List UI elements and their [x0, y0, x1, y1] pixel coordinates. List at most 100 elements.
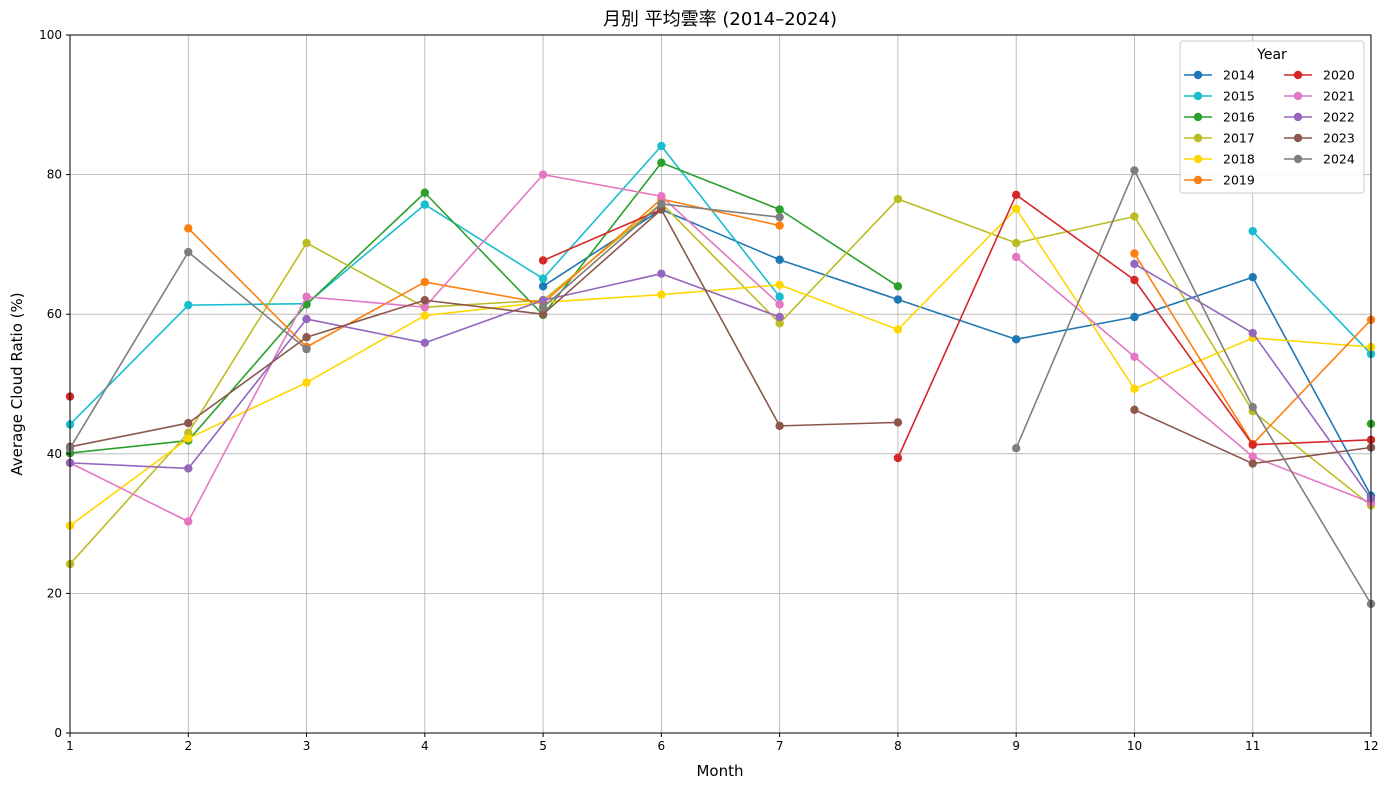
- series-line-2015: [1252, 230, 1372, 355]
- data-point-2022-m6: [657, 269, 666, 278]
- data-point-2023-m3: [302, 333, 311, 342]
- y-tick-label: 60: [47, 307, 62, 321]
- legend-swatch-marker: [1193, 154, 1203, 164]
- y-tick-label: 40: [47, 447, 62, 461]
- legend-entry-2016: 2016: [1184, 110, 1255, 125]
- data-point-2016-m4: [420, 188, 430, 197]
- legend-entry-2015: 2015: [1184, 89, 1255, 104]
- data-point-2021-m10: [1130, 352, 1139, 361]
- data-point-2018-m2: [184, 434, 193, 443]
- legend-entry-2024: 2024: [1284, 152, 1355, 167]
- legend-entry-2023: 2023: [1284, 131, 1355, 146]
- data-point-2015-m2: [184, 300, 193, 310]
- data-point-2024-m5: [538, 303, 548, 312]
- series-2024: [65, 166, 1376, 609]
- legend-title: Year: [1256, 47, 1287, 63]
- data-point-2017-m9: [1011, 238, 1021, 248]
- series-layer: [65, 141, 1376, 609]
- series-line-2023: [69, 208, 898, 448]
- x-tick-label: 3: [303, 739, 311, 753]
- x-tick-label: 4: [421, 739, 429, 753]
- data-point-2023-m5: [538, 310, 548, 319]
- data-point-2022-m2: [184, 464, 193, 473]
- chart-title: 月別 平均雲率 (2014–2024): [603, 9, 837, 30]
- data-point-2024-m11: [1248, 402, 1257, 412]
- data-point-2020-m11: [1248, 440, 1257, 449]
- legend-swatch-marker: [1293, 112, 1303, 122]
- legend-label: 2020: [1323, 68, 1355, 83]
- legend-swatch-marker: [1293, 154, 1303, 164]
- series-line-2017: [69, 198, 1372, 565]
- x-tick-label: 11: [1245, 739, 1260, 753]
- data-point-2022-m4: [420, 338, 430, 348]
- data-point-2023-m7: [775, 421, 784, 431]
- data-point-2014-m11: [1248, 273, 1257, 282]
- data-point-2021-m5: [538, 170, 548, 179]
- legend-swatch-marker: [1293, 91, 1303, 101]
- data-point-2024-m2: [184, 247, 193, 257]
- legend-label: 2017: [1223, 131, 1255, 146]
- data-point-2021-m6: [657, 192, 666, 201]
- legend-swatch-marker: [1193, 175, 1203, 185]
- y-tick-label: 20: [47, 586, 62, 600]
- x-tick-label: 7: [776, 739, 784, 753]
- x-tick-label: 8: [894, 739, 902, 753]
- legend-box: [1179, 40, 1365, 194]
- x-tick-label: 12: [1363, 739, 1378, 753]
- y-tick-label: 0: [54, 726, 62, 740]
- data-point-2024-m3: [302, 344, 311, 354]
- data-point-2023-m8: [893, 418, 903, 427]
- data-point-2024-m7: [775, 212, 784, 222]
- legend-swatch-marker: [1193, 91, 1203, 101]
- data-point-2019-m7: [775, 221, 784, 230]
- legend-label: 2024: [1323, 152, 1355, 167]
- data-point-2020-m10: [1130, 275, 1139, 285]
- data-point-2015-m4: [420, 200, 430, 209]
- y-axis-label: Average Cloud Ratio (%): [8, 292, 26, 475]
- data-point-2018-m9: [1011, 204, 1021, 214]
- legend-entries: 2014 2015 2016 2017 2018 2019 2020 2021 2022 2023…: [1184, 68, 1355, 188]
- series-line-2021: [1015, 256, 1372, 504]
- series-line-2014: [542, 208, 1372, 497]
- x-tick-label: 6: [658, 739, 666, 753]
- grid: [69, 34, 1372, 734]
- legend-entry-2022: 2022: [1284, 110, 1355, 125]
- data-point-2021-m7: [775, 300, 784, 309]
- legend-label: 2016: [1223, 110, 1255, 125]
- data-point-2015-m7: [775, 292, 784, 301]
- series-2022: [65, 259, 1376, 503]
- data-point-2024-m10: [1130, 166, 1139, 175]
- data-point-2023-m4: [420, 296, 430, 305]
- series-2020: [65, 190, 1376, 463]
- series-line-2024: [1015, 169, 1372, 605]
- legend-swatch-marker: [1193, 112, 1203, 122]
- x-tick-label: 9: [1012, 739, 1020, 753]
- legend-entry-2021: 2021: [1284, 89, 1355, 104]
- data-point-2015-m11: [1248, 226, 1257, 236]
- data-point-2019-m2: [184, 224, 193, 233]
- data-point-2017-m10: [1130, 212, 1139, 221]
- x-axis: 1 2 3 4 5 6 7 8 9 10 11 12: [66, 733, 1379, 753]
- data-point-2024-m9: [1011, 444, 1021, 453]
- legend-label: 2014: [1223, 68, 1255, 83]
- legend: Year 2014 2015 2016 2017 2018 2019 2020 2021 202…: [1179, 40, 1365, 194]
- data-point-2022-m5: [538, 296, 548, 305]
- legend-label: 2019: [1223, 173, 1255, 188]
- data-point-2021-m4: [420, 303, 430, 312]
- data-point-2017-m7: [775, 319, 784, 328]
- data-point-2023-m11: [1248, 459, 1257, 468]
- legend-label: 2022: [1323, 110, 1355, 125]
- plot-area-frame: [69, 34, 1372, 734]
- data-point-2023-m10: [1130, 405, 1139, 415]
- data-point-2016-m6: [657, 158, 666, 167]
- legend-swatch-marker: [1293, 133, 1303, 143]
- legend-label: 2021: [1323, 89, 1355, 104]
- data-point-2015-m5: [538, 274, 548, 283]
- series-line-2018: [69, 208, 1372, 527]
- series-line-2019: [187, 198, 780, 348]
- series-2021: [65, 170, 1376, 526]
- data-point-2022-m3: [302, 314, 311, 324]
- data-point-2017-m8: [893, 194, 903, 204]
- x-axis-label: Month: [696, 762, 743, 780]
